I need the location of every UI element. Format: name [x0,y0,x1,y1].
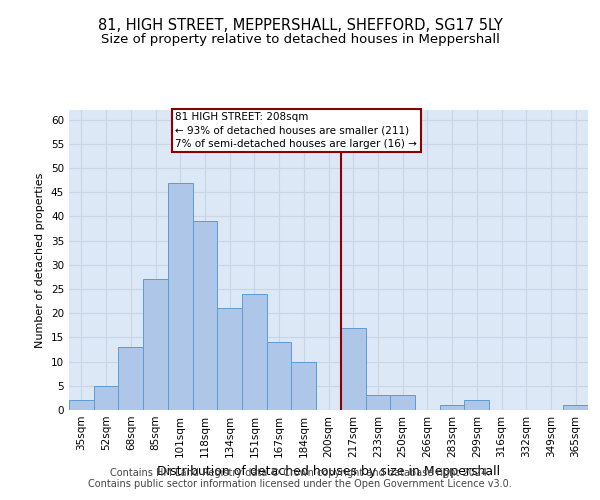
Y-axis label: Number of detached properties: Number of detached properties [35,172,46,348]
Text: 81 HIGH STREET: 208sqm
← 93% of detached houses are smaller (211)
7% of semi-det: 81 HIGH STREET: 208sqm ← 93% of detached… [175,112,417,149]
Text: 81, HIGH STREET, MEPPERSHALL, SHEFFORD, SG17 5LY: 81, HIGH STREET, MEPPERSHALL, SHEFFORD, … [98,18,502,32]
Bar [118,347,143,410]
Text: Size of property relative to detached houses in Meppershall: Size of property relative to detached ho… [101,32,499,46]
Bar [390,396,415,410]
Text: Contains HM Land Registry data © Crown copyright and database right 2024.: Contains HM Land Registry data © Crown c… [110,468,490,477]
Bar [563,405,588,410]
Bar [193,222,217,410]
Bar [143,280,168,410]
Bar [267,342,292,410]
Text: Contains public sector information licensed under the Open Government Licence v3: Contains public sector information licen… [88,479,512,489]
Bar [464,400,489,410]
X-axis label: Distribution of detached houses by size in Meppershall: Distribution of detached houses by size … [157,466,500,478]
Bar [292,362,316,410]
Bar [69,400,94,410]
Bar [440,405,464,410]
Bar [94,386,118,410]
Bar [242,294,267,410]
Bar [217,308,242,410]
Bar [341,328,365,410]
Bar [365,396,390,410]
Bar [168,182,193,410]
